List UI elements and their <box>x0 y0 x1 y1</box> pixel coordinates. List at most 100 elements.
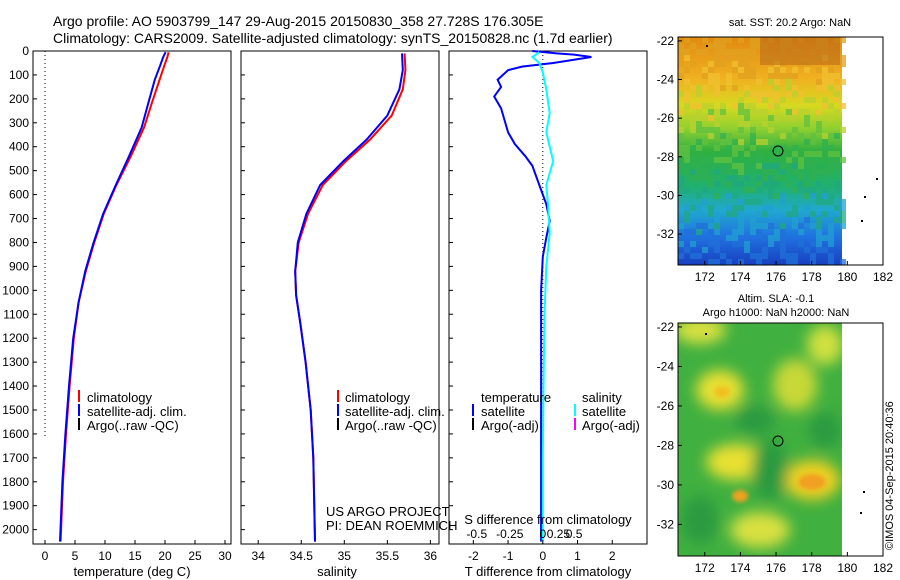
depth-tick-label: 500 <box>9 164 29 178</box>
sst-map-cell <box>684 37 690 43</box>
sst-map-cell <box>798 241 804 247</box>
sst-map-cell <box>810 97 816 103</box>
sst-map-cell <box>726 79 732 85</box>
sst-map-cell <box>828 145 834 151</box>
s-tick-label: -0.5 <box>466 527 487 541</box>
sst-map-cell <box>690 241 696 247</box>
temperature-profile-lines <box>59 51 170 542</box>
map-y-tick-label: -24 <box>657 359 675 373</box>
sst-map-cell <box>810 223 816 229</box>
sst-map-cell <box>840 157 846 163</box>
sst-map-cell <box>702 49 708 55</box>
sst-map-cell <box>696 229 702 235</box>
sst-map-cell <box>708 133 714 139</box>
sst-map-cell <box>714 61 720 67</box>
difference-legend: temperature satellite Argo(-adj) salinit… <box>472 390 640 433</box>
sst-map-cell <box>696 163 702 169</box>
sst-map-cell <box>840 223 846 229</box>
sst-map-cell <box>720 139 726 145</box>
sst-map-cell <box>786 259 792 265</box>
sst-map-cell <box>840 127 846 133</box>
sst-map-cell <box>738 217 744 223</box>
sst-map-cell <box>792 253 798 259</box>
sst-map-cell <box>804 157 810 163</box>
sst-map-cell <box>762 97 768 103</box>
sst-map-cell <box>696 85 702 91</box>
sst-map-cell <box>786 115 792 121</box>
sst-map-cell <box>696 205 702 211</box>
sst-map-cell <box>690 43 696 49</box>
sst-map-cell <box>810 133 816 139</box>
sst-map-cell <box>690 145 696 151</box>
temperature-axes-frame <box>32 50 232 545</box>
sst-map-cell <box>810 211 816 217</box>
sst-map-cell <box>708 223 714 229</box>
sst-map-cell <box>756 211 762 217</box>
sst-map-cell <box>732 229 738 235</box>
sst-map-cell <box>750 67 756 73</box>
temperature-legend-climatology: climatology <box>87 390 153 405</box>
sst-map-cell <box>678 43 684 49</box>
sst-map-cell <box>708 205 714 211</box>
sst-map-cell <box>828 67 834 73</box>
sst-map-cell <box>684 187 690 193</box>
sst-map-cell <box>828 163 834 169</box>
sst-map-cell <box>780 163 786 169</box>
sst-map-cell <box>696 127 702 133</box>
sst-map-cell <box>714 85 720 91</box>
sst-map-cell <box>738 205 744 211</box>
sst-map-cell <box>840 259 846 265</box>
sst-map-cell <box>798 91 804 97</box>
sst-map-cell <box>762 121 768 127</box>
temperature-legend-argo: Argo(..raw -QC) <box>87 418 179 433</box>
sst-map-cell <box>774 97 780 103</box>
sst-map-cell <box>798 133 804 139</box>
sst-map-cell <box>828 79 834 85</box>
sst-map-cell <box>756 229 762 235</box>
difference-axes-frame <box>448 50 648 545</box>
sst-map-cell <box>750 145 756 151</box>
sst-map-cell <box>816 151 822 157</box>
sst-map-cell <box>798 169 804 175</box>
sla-map-field <box>678 323 842 556</box>
x-tick-label: 20 <box>158 549 172 563</box>
sst-map-cell <box>726 169 732 175</box>
sst-map-cell <box>780 241 786 247</box>
salinity-legend: climatology satellite-adj. clim. Argo(..… <box>337 390 445 433</box>
sst-map-cell <box>816 193 822 199</box>
map-y-tick-label: -26 <box>657 111 675 125</box>
sst-map-cell <box>816 223 822 229</box>
sst-map-cell <box>684 91 690 97</box>
depth-tick-label: 1700 <box>2 451 29 465</box>
sst-map-cell <box>792 109 798 115</box>
sst-map-cell <box>822 235 828 241</box>
sst-map-cell <box>744 109 750 115</box>
sst-map-cell <box>678 181 684 187</box>
sst-map-cell <box>792 127 798 133</box>
sst-map-cell <box>744 91 750 97</box>
sst-map-cell <box>822 169 828 175</box>
sst-map-cell <box>732 145 738 151</box>
x-tick-label: 0 <box>42 549 49 563</box>
sst-map-cell <box>822 211 828 217</box>
sst-map-cell <box>732 163 738 169</box>
sst-map-cell <box>744 61 750 67</box>
sst-map-cell <box>816 127 822 133</box>
sst-map-cell <box>804 193 810 199</box>
sst-map-cell <box>774 91 780 97</box>
sst-map-islands <box>706 45 878 222</box>
sla-map-argo-marker <box>772 435 784 447</box>
sst-map-cell <box>696 121 702 127</box>
sst-map-cell <box>684 217 690 223</box>
sst-map-cell <box>720 103 726 109</box>
x-tick-label: 0 <box>539 549 546 563</box>
sst-map-cell <box>678 151 684 157</box>
sst-map-cell <box>738 67 744 73</box>
depth-tick-label: 1800 <box>2 475 29 489</box>
sst-map-cell <box>762 205 768 211</box>
sst-map-cell <box>750 199 756 205</box>
x-tick-label: 34 <box>252 549 266 563</box>
sst-map-cell <box>690 103 696 109</box>
sst-map-cell <box>702 85 708 91</box>
depth-tick-label: 400 <box>9 140 29 154</box>
